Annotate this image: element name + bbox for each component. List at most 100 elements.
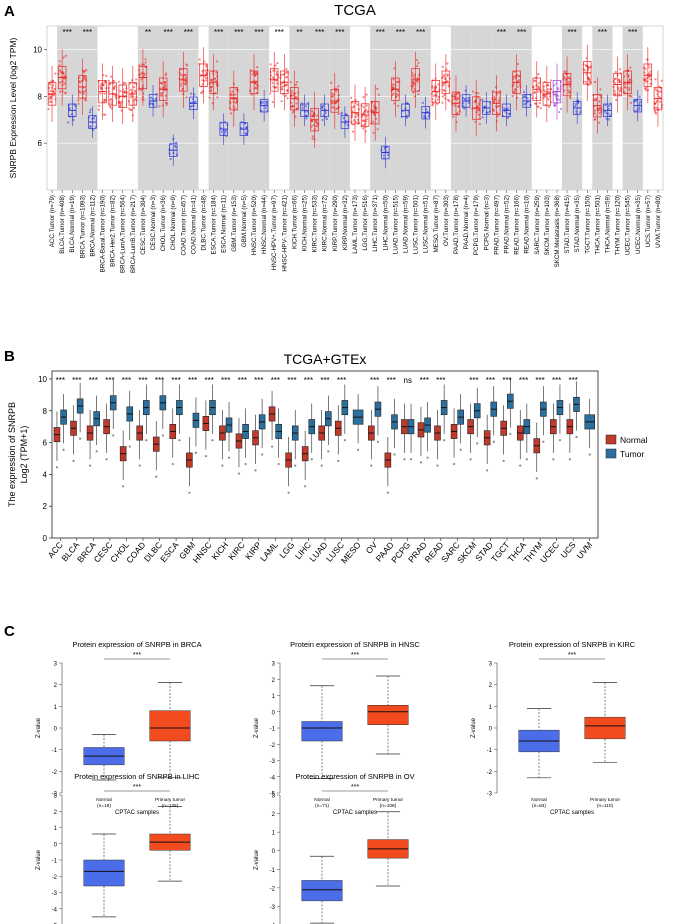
panel-a-sig: *** — [315, 28, 324, 37]
panel-a-point — [421, 101, 424, 104]
panel-c-xtick-count: (n=84) — [532, 803, 546, 809]
panel-a-point — [392, 78, 395, 81]
panel-a-xtick-label: STAD.Tumor (n=415) — [564, 195, 571, 254]
panel-b-xtick-label: LGG — [277, 540, 296, 560]
panel-a-point — [110, 107, 113, 110]
panel-b-outlier — [568, 458, 571, 461]
panel-b-sig: *** — [105, 376, 114, 385]
panel-a-point — [294, 83, 298, 86]
panel-c-ytick-label: -1 — [487, 748, 493, 754]
panel-a-point — [62, 77, 66, 80]
panel-a-point — [513, 75, 516, 78]
panel-a-point — [305, 117, 308, 120]
panel-a-point — [395, 92, 398, 96]
panel-a-group-shade — [208, 26, 229, 190]
panel-a-point — [356, 118, 359, 121]
panel-a-point — [556, 94, 559, 97]
panel-a-group-shade — [329, 26, 350, 190]
panel-a-point — [271, 100, 274, 103]
panel-a-point — [607, 104, 610, 107]
panel-a-point — [494, 97, 497, 100]
panel-a-point — [281, 85, 285, 88]
panel-a-point — [629, 66, 632, 69]
panel-a-point — [208, 96, 211, 99]
panel-b-sig: *** — [155, 376, 164, 385]
panel-c-ytick-label: 0 — [54, 727, 58, 733]
panel-a-point — [604, 104, 607, 107]
panel-c-xtick-label: Primary tumor — [590, 797, 621, 803]
panel-a-point — [507, 113, 511, 116]
panel-b-outlier — [519, 464, 522, 467]
panel-b-outlier — [261, 453, 264, 456]
panel-a-point — [543, 80, 546, 83]
panel-a-point — [52, 94, 55, 97]
panel-a-group-shade — [309, 26, 330, 190]
panel-c-box — [367, 705, 409, 725]
panel-a-xtick-label: ACC.Tumor (n=79) — [49, 195, 56, 247]
panel-b-sig: *** — [188, 376, 197, 385]
panel-a-point — [190, 105, 193, 108]
panel-a-point — [492, 98, 495, 101]
panel-b-xtick-label: LAML — [258, 540, 280, 564]
panel-a-point — [282, 73, 285, 76]
panel-c-title: Protein expression of SNRPB in KIRC — [509, 640, 636, 649]
panel-a-xtick-label: LUSC.Tumor (n=501) — [413, 195, 420, 254]
panel-a-point — [397, 104, 400, 108]
panel-c-xtick-count: (n=110) — [597, 803, 614, 809]
panel-a-point — [117, 80, 120, 83]
panel-c-ytick-label: -1 — [270, 727, 276, 733]
panel-b-outlier — [542, 440, 545, 443]
panel-a-point — [629, 94, 632, 97]
panel-a-point — [335, 90, 338, 93]
panel-a-group-shade — [137, 26, 159, 190]
panel-a-point — [629, 101, 632, 105]
panel-c-sig: *** — [351, 652, 359, 659]
panel-b-title: TCGA+GTEx — [284, 351, 367, 367]
panel-c-xlabel: CPTAC samples — [115, 810, 159, 816]
panel-c-ytick-label: -1 — [52, 859, 58, 865]
panel-a-sig: *** — [83, 28, 92, 37]
panel-a-point — [446, 74, 449, 77]
panel-a-point — [587, 69, 590, 72]
panel-a-group-shade — [289, 26, 310, 190]
panel-a-point — [274, 86, 277, 89]
panel-b-ytick-label: 0 — [43, 534, 48, 543]
panel-a-sig: *** — [396, 28, 405, 37]
panel-b-ytick-label: 6 — [43, 439, 48, 448]
panel-a-xtick-label: READ.Normal (n=10) — [524, 195, 531, 254]
panel-a-point — [365, 104, 368, 107]
panel-a-point — [537, 82, 540, 85]
panel-a-point — [613, 90, 616, 93]
panel-a-point — [441, 101, 444, 104]
panel-a-point — [331, 106, 334, 109]
panel-a-point — [437, 95, 440, 99]
panel-a-point — [607, 107, 610, 110]
panel-b-outlier — [575, 435, 578, 439]
panel-a-point — [230, 93, 233, 96]
panel-a-point — [163, 85, 167, 88]
panel-a-point — [453, 104, 457, 107]
panel-b-outlier — [492, 440, 495, 443]
panel-a-sig: *** — [376, 28, 385, 37]
panel-a-point — [462, 105, 465, 108]
panel-a-point — [448, 99, 451, 103]
panel-a-point — [256, 66, 259, 69]
panel-a-point — [649, 70, 652, 73]
panel-c-ytick-label: 3 — [54, 794, 58, 800]
panel-a-point — [351, 101, 354, 104]
panel-c-ytick-label: 0 — [272, 849, 276, 855]
panel-a-point — [58, 69, 62, 72]
panel-a-xtick-label: UCEC.Normal (n=35) — [635, 195, 642, 254]
panel-a-xtick-label: KIRP.Tumor (n=290) — [332, 195, 339, 251]
panel-a-point — [481, 98, 484, 102]
panel-a-points — [642, 58, 652, 92]
panel-c-ytick-label: 1 — [54, 826, 58, 832]
panel-a-point — [365, 118, 369, 121]
panel-a-xtick-label: STAD.Normal (n=35) — [574, 195, 581, 252]
panel-a-group-shade — [592, 26, 613, 190]
panel-a-point — [159, 92, 163, 95]
panel-a-point — [442, 84, 445, 87]
panel-a-point — [385, 146, 388, 149]
panel-a-points — [360, 93, 370, 133]
panel-a-xtick-label: PAAD.Tumor (n=178) — [453, 195, 460, 254]
